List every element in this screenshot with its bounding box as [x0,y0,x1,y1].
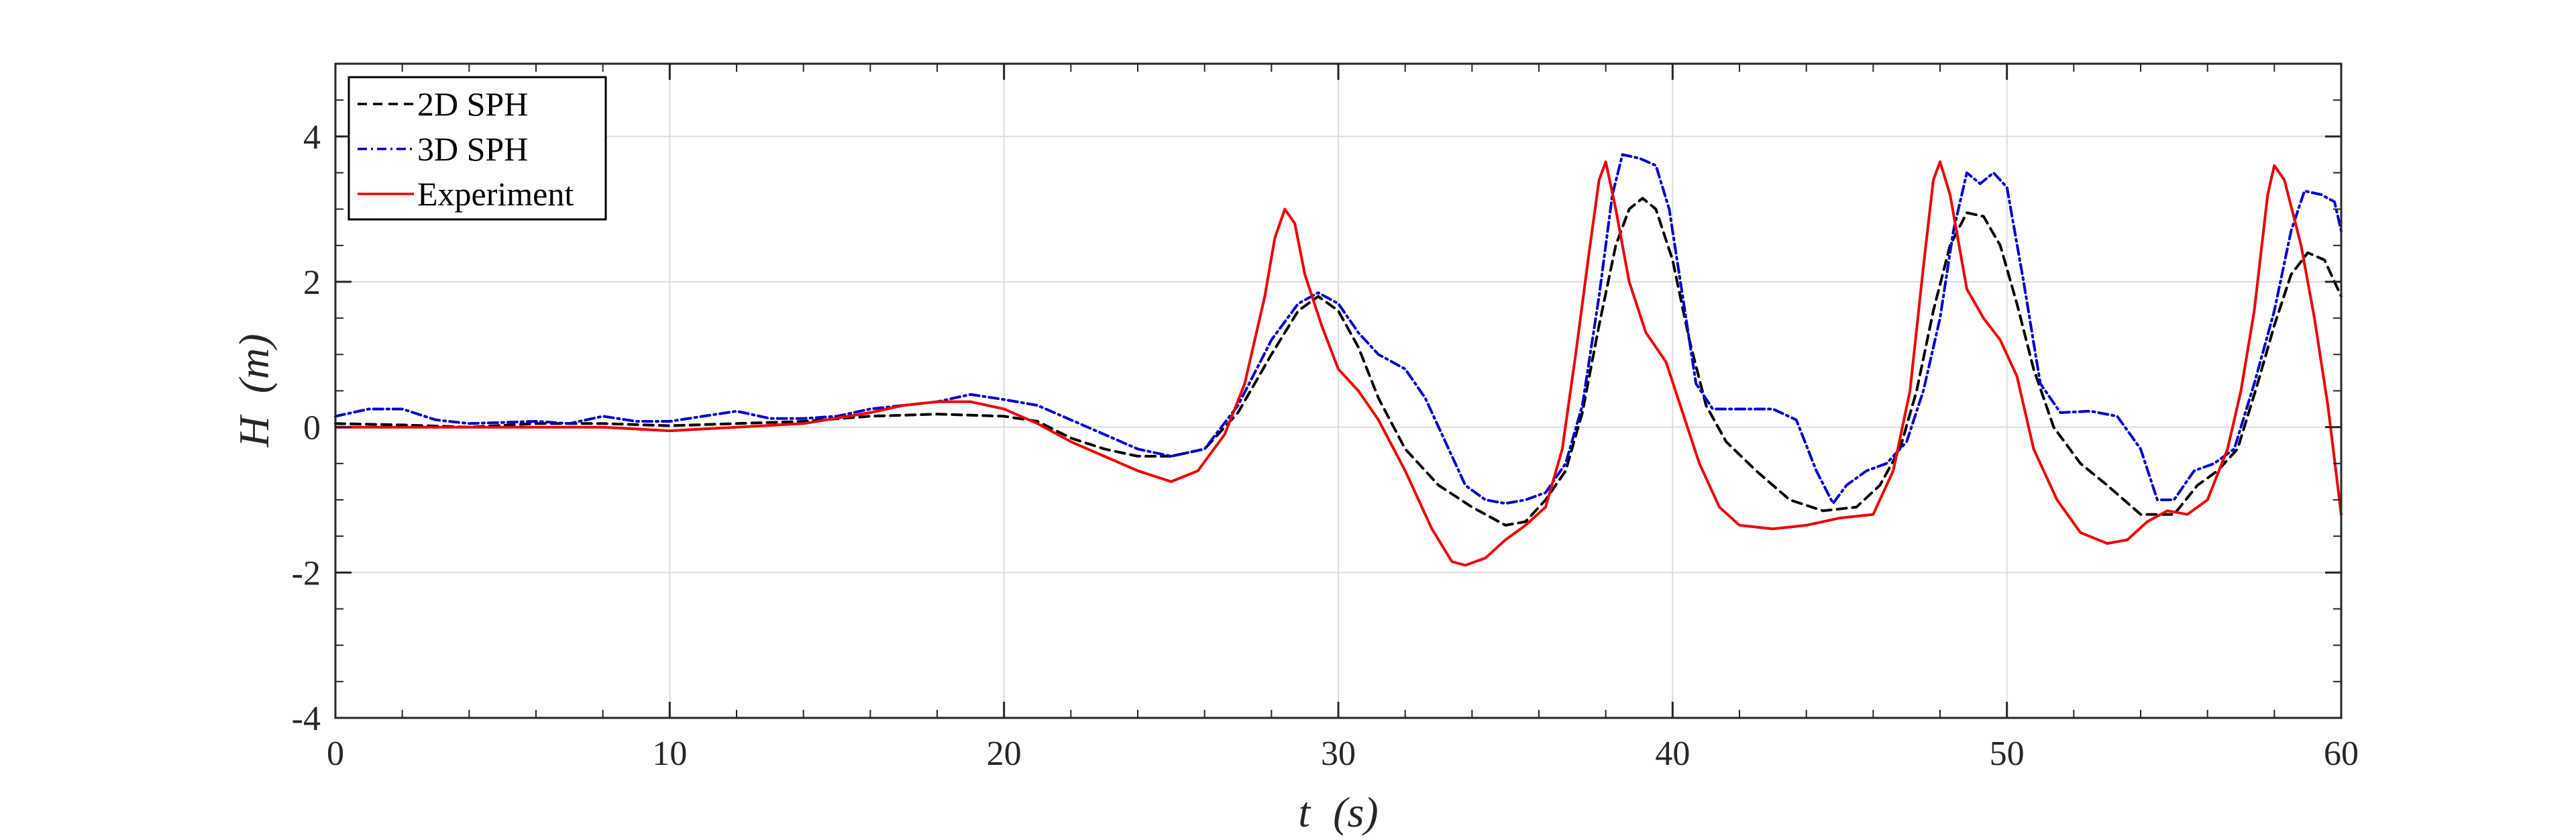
legend-item-experiment: Experiment [358,175,574,213]
x-axis-variable: t [1298,788,1311,836]
x-tick-label: 10 [652,735,687,773]
y-tick-label: 2 [303,264,321,302]
legend-item-3d-sph: 3D SPH [358,130,528,168]
x-tick-label: 50 [1990,735,2025,773]
x-axis-label: t (s) [1298,788,1378,836]
series-line-2d-sph [334,197,2343,527]
x-tick-label: 0 [327,735,344,773]
y-axis-variable: H [230,414,278,448]
x-tick-label: 40 [1655,735,1690,773]
legend-label-2d-sph: 2D SPH [417,85,528,123]
y-tick-label: -2 [292,554,321,592]
y-tick-label: 0 [303,409,321,448]
x-tick-label: 30 [1321,735,1356,773]
y-axis-label: H (m) [230,333,278,448]
y-tick-label: -4 [292,700,321,738]
y-tick-labels: 4 2 0 -2 -4 [292,118,321,738]
x-axis-unit: (s) [1333,788,1379,836]
legend: 2D SPH 3D SPH Experiment [347,76,607,221]
tick-marks [334,63,2343,719]
series-layer [334,153,2343,567]
legend-label-3d-sph: 3D SPH [417,130,528,168]
x-tick-label: 20 [987,735,1022,773]
y-tick-label: 4 [303,118,321,156]
series-line-experiment [334,160,2343,567]
x-tick-label: 60 [2324,735,2359,773]
y-axis-unit: (m) [230,333,278,393]
x-tick-labels: 0 10 20 30 40 50 60 [327,735,2359,773]
series-line-3d-sph [334,153,2343,505]
legend-label-experiment: Experiment [417,175,574,213]
legend-item-2d-sph: 2D SPH [358,85,528,123]
